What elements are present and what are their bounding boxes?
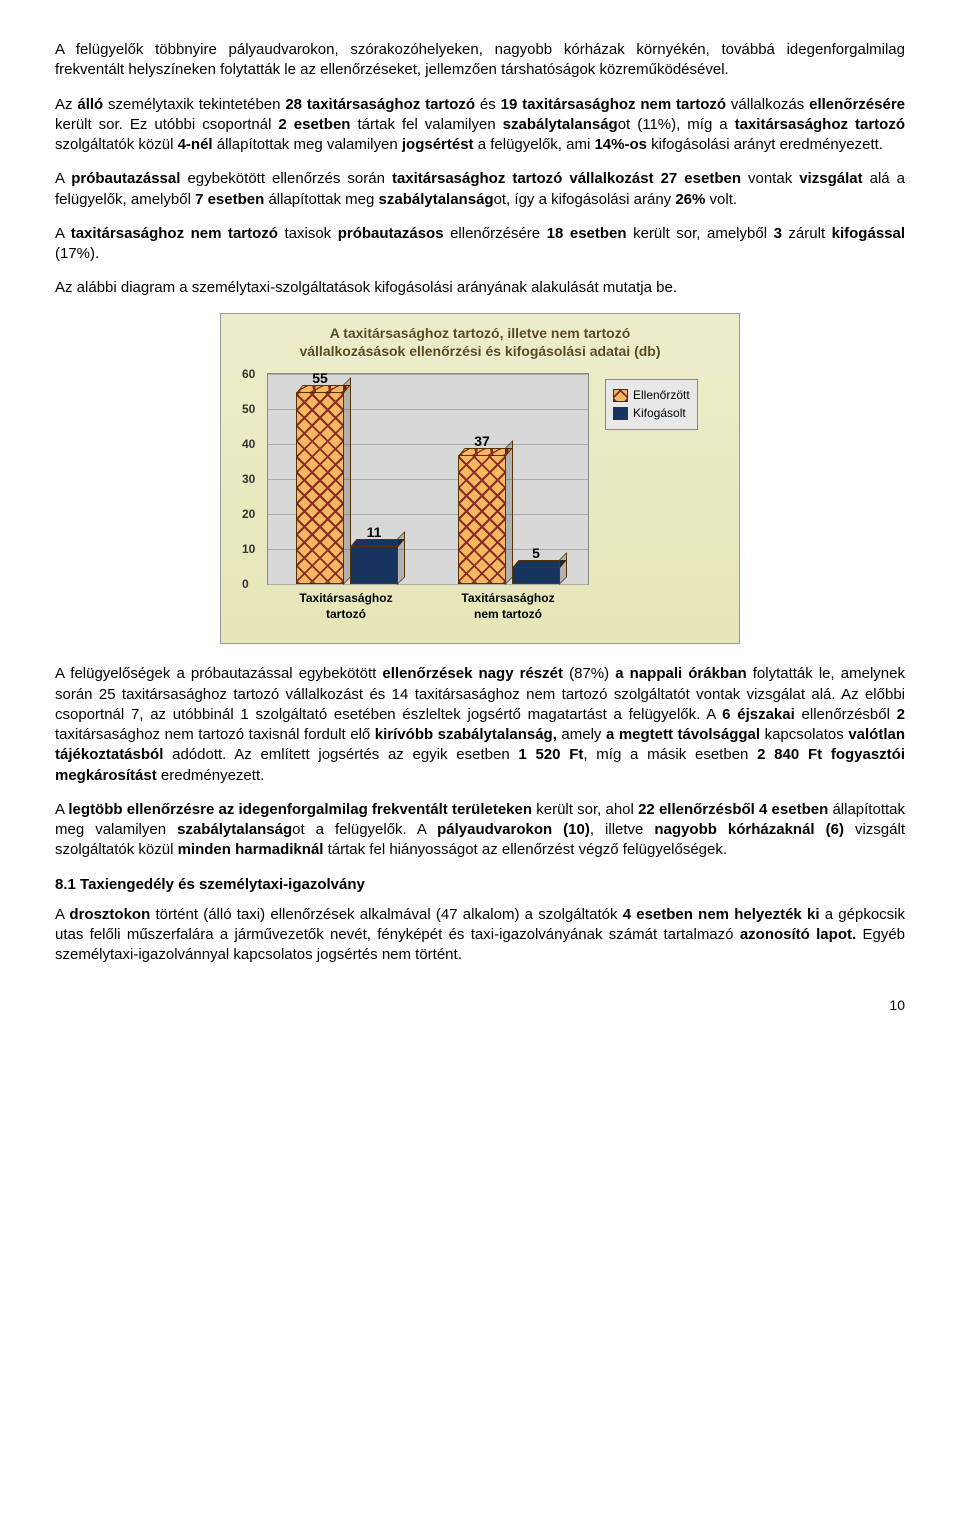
bar: 5 [512, 567, 560, 585]
bar-value-label: 37 [474, 432, 490, 451]
bar-value-label: 11 [367, 523, 382, 542]
paragraph-1: A felügyelők többnyire pályaudvarokon, s… [55, 40, 905, 81]
paragraph-2: Az álló személytaxik tekintetében 28 tax… [55, 95, 905, 156]
page-number: 10 [55, 996, 905, 1015]
paragraph-7: A legtöbb ellenőrzésre az idegenforgalmi… [55, 800, 905, 861]
bar-value-label: 5 [532, 544, 540, 563]
chart-plot-area: 01020304050605511Taxitársasághoztartozó3… [267, 373, 589, 585]
paragraph-8: A drosztokon történt (álló taxi) ellenőr… [55, 905, 905, 966]
y-tick: 20 [242, 506, 255, 522]
legend-item-ellenorzott: Ellenőrzött [613, 387, 690, 403]
bar: 11 [350, 546, 398, 585]
legend-swatch-icon [613, 407, 628, 420]
paragraph-5: Az alábbi diagram a személytaxi-szolgált… [55, 278, 905, 298]
category-label: Taxitársasághoztartozó [281, 590, 411, 622]
chart-legend: Ellenőrzött Kifogásolt [605, 379, 698, 429]
category-label: Taxitársasághoznem tartozó [443, 590, 573, 622]
bar-chart: A taxitársasághoz tartozó, illetve nem t… [220, 313, 740, 645]
bar: 37 [458, 455, 506, 585]
legend-swatch-icon [613, 389, 628, 402]
y-tick: 0 [242, 576, 249, 592]
section-heading: 8.1 Taxiengedély és személytaxi-igazolvá… [55, 875, 905, 895]
paragraph-3: A próbautazással egybekötött ellenőrzés … [55, 169, 905, 210]
bar-value-label: 55 [312, 369, 328, 388]
paragraph-4: A taxitársasághoz nem tartozó taxisok pr… [55, 224, 905, 265]
legend-item-kifogasolt: Kifogásolt [613, 405, 690, 421]
y-tick: 60 [242, 366, 255, 382]
y-tick: 50 [242, 401, 255, 417]
y-tick: 40 [242, 436, 255, 452]
paragraph-6: A felügyelőségek a próbautazással egybek… [55, 664, 905, 786]
y-tick: 10 [242, 541, 255, 557]
bar: 55 [296, 392, 344, 585]
chart-title: A taxitársasághoz tartozó, illetve nem t… [231, 324, 729, 362]
y-tick: 30 [242, 471, 255, 487]
